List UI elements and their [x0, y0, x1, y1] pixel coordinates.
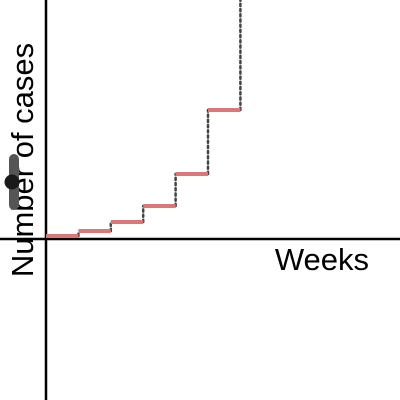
- step-segments: [46, 108, 241, 238]
- slider-thumb[interactable]: [4, 174, 20, 190]
- riser-lines: [77, 0, 242, 238]
- x-axis-label: Weeks: [275, 242, 369, 277]
